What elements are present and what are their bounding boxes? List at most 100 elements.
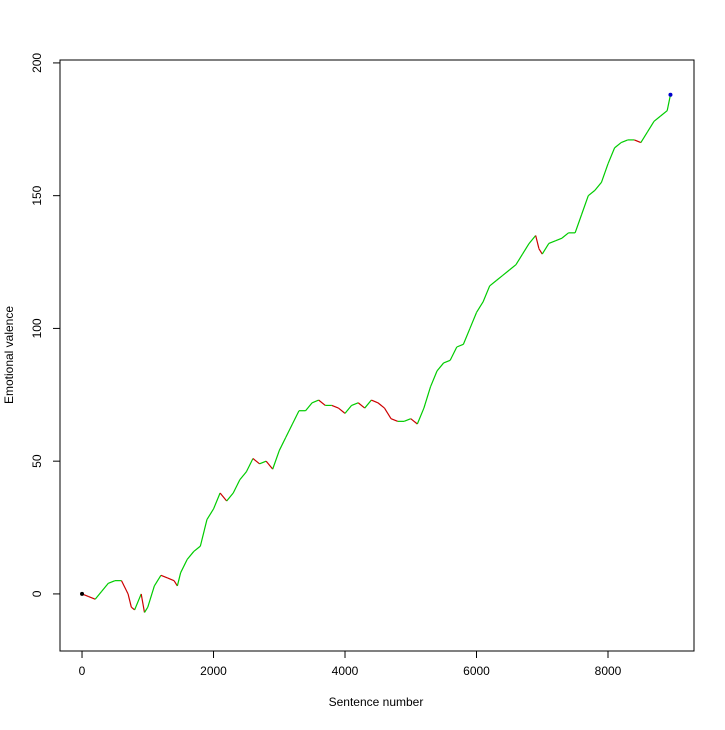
line-segment <box>653 115 661 122</box>
x-tick-label: 8000 <box>595 664 622 678</box>
line-segment <box>232 479 241 494</box>
line-segment <box>574 214 583 234</box>
y-tick-label: 100 <box>30 318 44 338</box>
line-segment <box>509 264 517 271</box>
line-segment <box>305 402 313 412</box>
y-tick-label: 50 <box>30 454 44 468</box>
line-segment <box>212 492 221 510</box>
line-segment <box>311 399 319 404</box>
y-tick-label: 0 <box>30 590 44 597</box>
line-segment <box>561 232 569 239</box>
line-segment <box>344 405 353 414</box>
plot-frame <box>59 59 695 652</box>
line-segment <box>646 121 655 133</box>
line-segment <box>130 606 136 611</box>
line-segment <box>538 248 543 255</box>
line-segment <box>173 580 178 587</box>
line-segment <box>245 458 254 473</box>
line-segment <box>160 574 168 579</box>
line-segment <box>423 386 432 409</box>
line-segment <box>206 508 215 520</box>
line-segment <box>594 182 602 191</box>
line-segment <box>377 402 385 409</box>
line-segment <box>620 139 628 144</box>
line-segment <box>259 460 267 465</box>
line-segment <box>108 580 116 584</box>
end-point <box>668 92 673 97</box>
y-tick-label: 200 <box>30 53 44 73</box>
line-segment <box>429 370 438 388</box>
x-axis-label: Sentence number <box>329 695 424 709</box>
line-segment <box>272 450 280 470</box>
y-tick-label: 150 <box>30 185 44 205</box>
line-segment <box>291 410 300 425</box>
line-segment <box>548 240 556 245</box>
line-segment <box>219 492 228 502</box>
line-segment <box>640 131 648 143</box>
line-segment <box>600 163 609 183</box>
line-segment <box>180 559 188 573</box>
line-segment <box>357 402 366 409</box>
line-segment <box>176 572 182 587</box>
y-axis-label: Emotional valence <box>2 306 16 404</box>
line-segment <box>252 458 260 465</box>
line-segment <box>186 551 195 560</box>
line-segment <box>462 328 471 345</box>
line-segment <box>495 274 504 282</box>
line-segment <box>660 110 668 117</box>
line-segment <box>634 139 642 144</box>
line-segment <box>449 346 458 361</box>
line-segment <box>199 519 208 547</box>
line-segment <box>226 492 234 502</box>
line-segment <box>541 243 550 255</box>
line-segment <box>555 237 563 242</box>
line-segment <box>443 359 451 364</box>
line-segment <box>364 399 372 409</box>
line-segment <box>410 418 418 425</box>
line-segment <box>140 593 146 613</box>
line-segment <box>416 407 425 425</box>
line-segment <box>265 460 274 470</box>
line-segment <box>535 235 540 249</box>
line-segment <box>167 577 175 582</box>
x-tick-label: 4000 <box>332 664 359 678</box>
line-segment <box>581 195 589 215</box>
line-segment <box>147 585 155 608</box>
line-segment <box>193 545 201 552</box>
line-segment <box>371 399 379 404</box>
line-segment <box>153 575 162 587</box>
x-tick-label: 0 <box>79 664 86 678</box>
line-segment <box>436 362 445 372</box>
line-segment <box>614 142 622 149</box>
line-segment <box>515 253 524 266</box>
x-tick-label: 6000 <box>463 664 490 678</box>
line-segment <box>338 407 346 414</box>
line-segment <box>101 582 109 592</box>
line-segment <box>239 471 247 481</box>
line-segment <box>522 243 530 255</box>
line-segment <box>482 285 491 303</box>
line-segment <box>331 404 339 409</box>
line-segment <box>383 407 392 420</box>
line-segment <box>94 590 103 600</box>
line-segment <box>88 596 96 600</box>
line-segment <box>489 280 497 287</box>
line-segment <box>528 235 537 244</box>
line-segment <box>390 418 398 422</box>
line-segment <box>351 402 359 406</box>
line-segment <box>127 593 132 608</box>
line-segment <box>403 418 411 422</box>
line-segment <box>120 580 129 595</box>
x-tick-label: 2000 <box>200 664 227 678</box>
line-segment <box>607 147 616 165</box>
line-segment <box>278 437 287 451</box>
line-segment <box>456 343 464 348</box>
line-segment <box>475 301 484 313</box>
line-segment <box>285 423 293 438</box>
line-segment <box>143 606 149 613</box>
line-segment <box>502 269 510 276</box>
start-point <box>80 591 85 596</box>
line-segment <box>134 593 142 611</box>
line-segment <box>469 312 478 329</box>
